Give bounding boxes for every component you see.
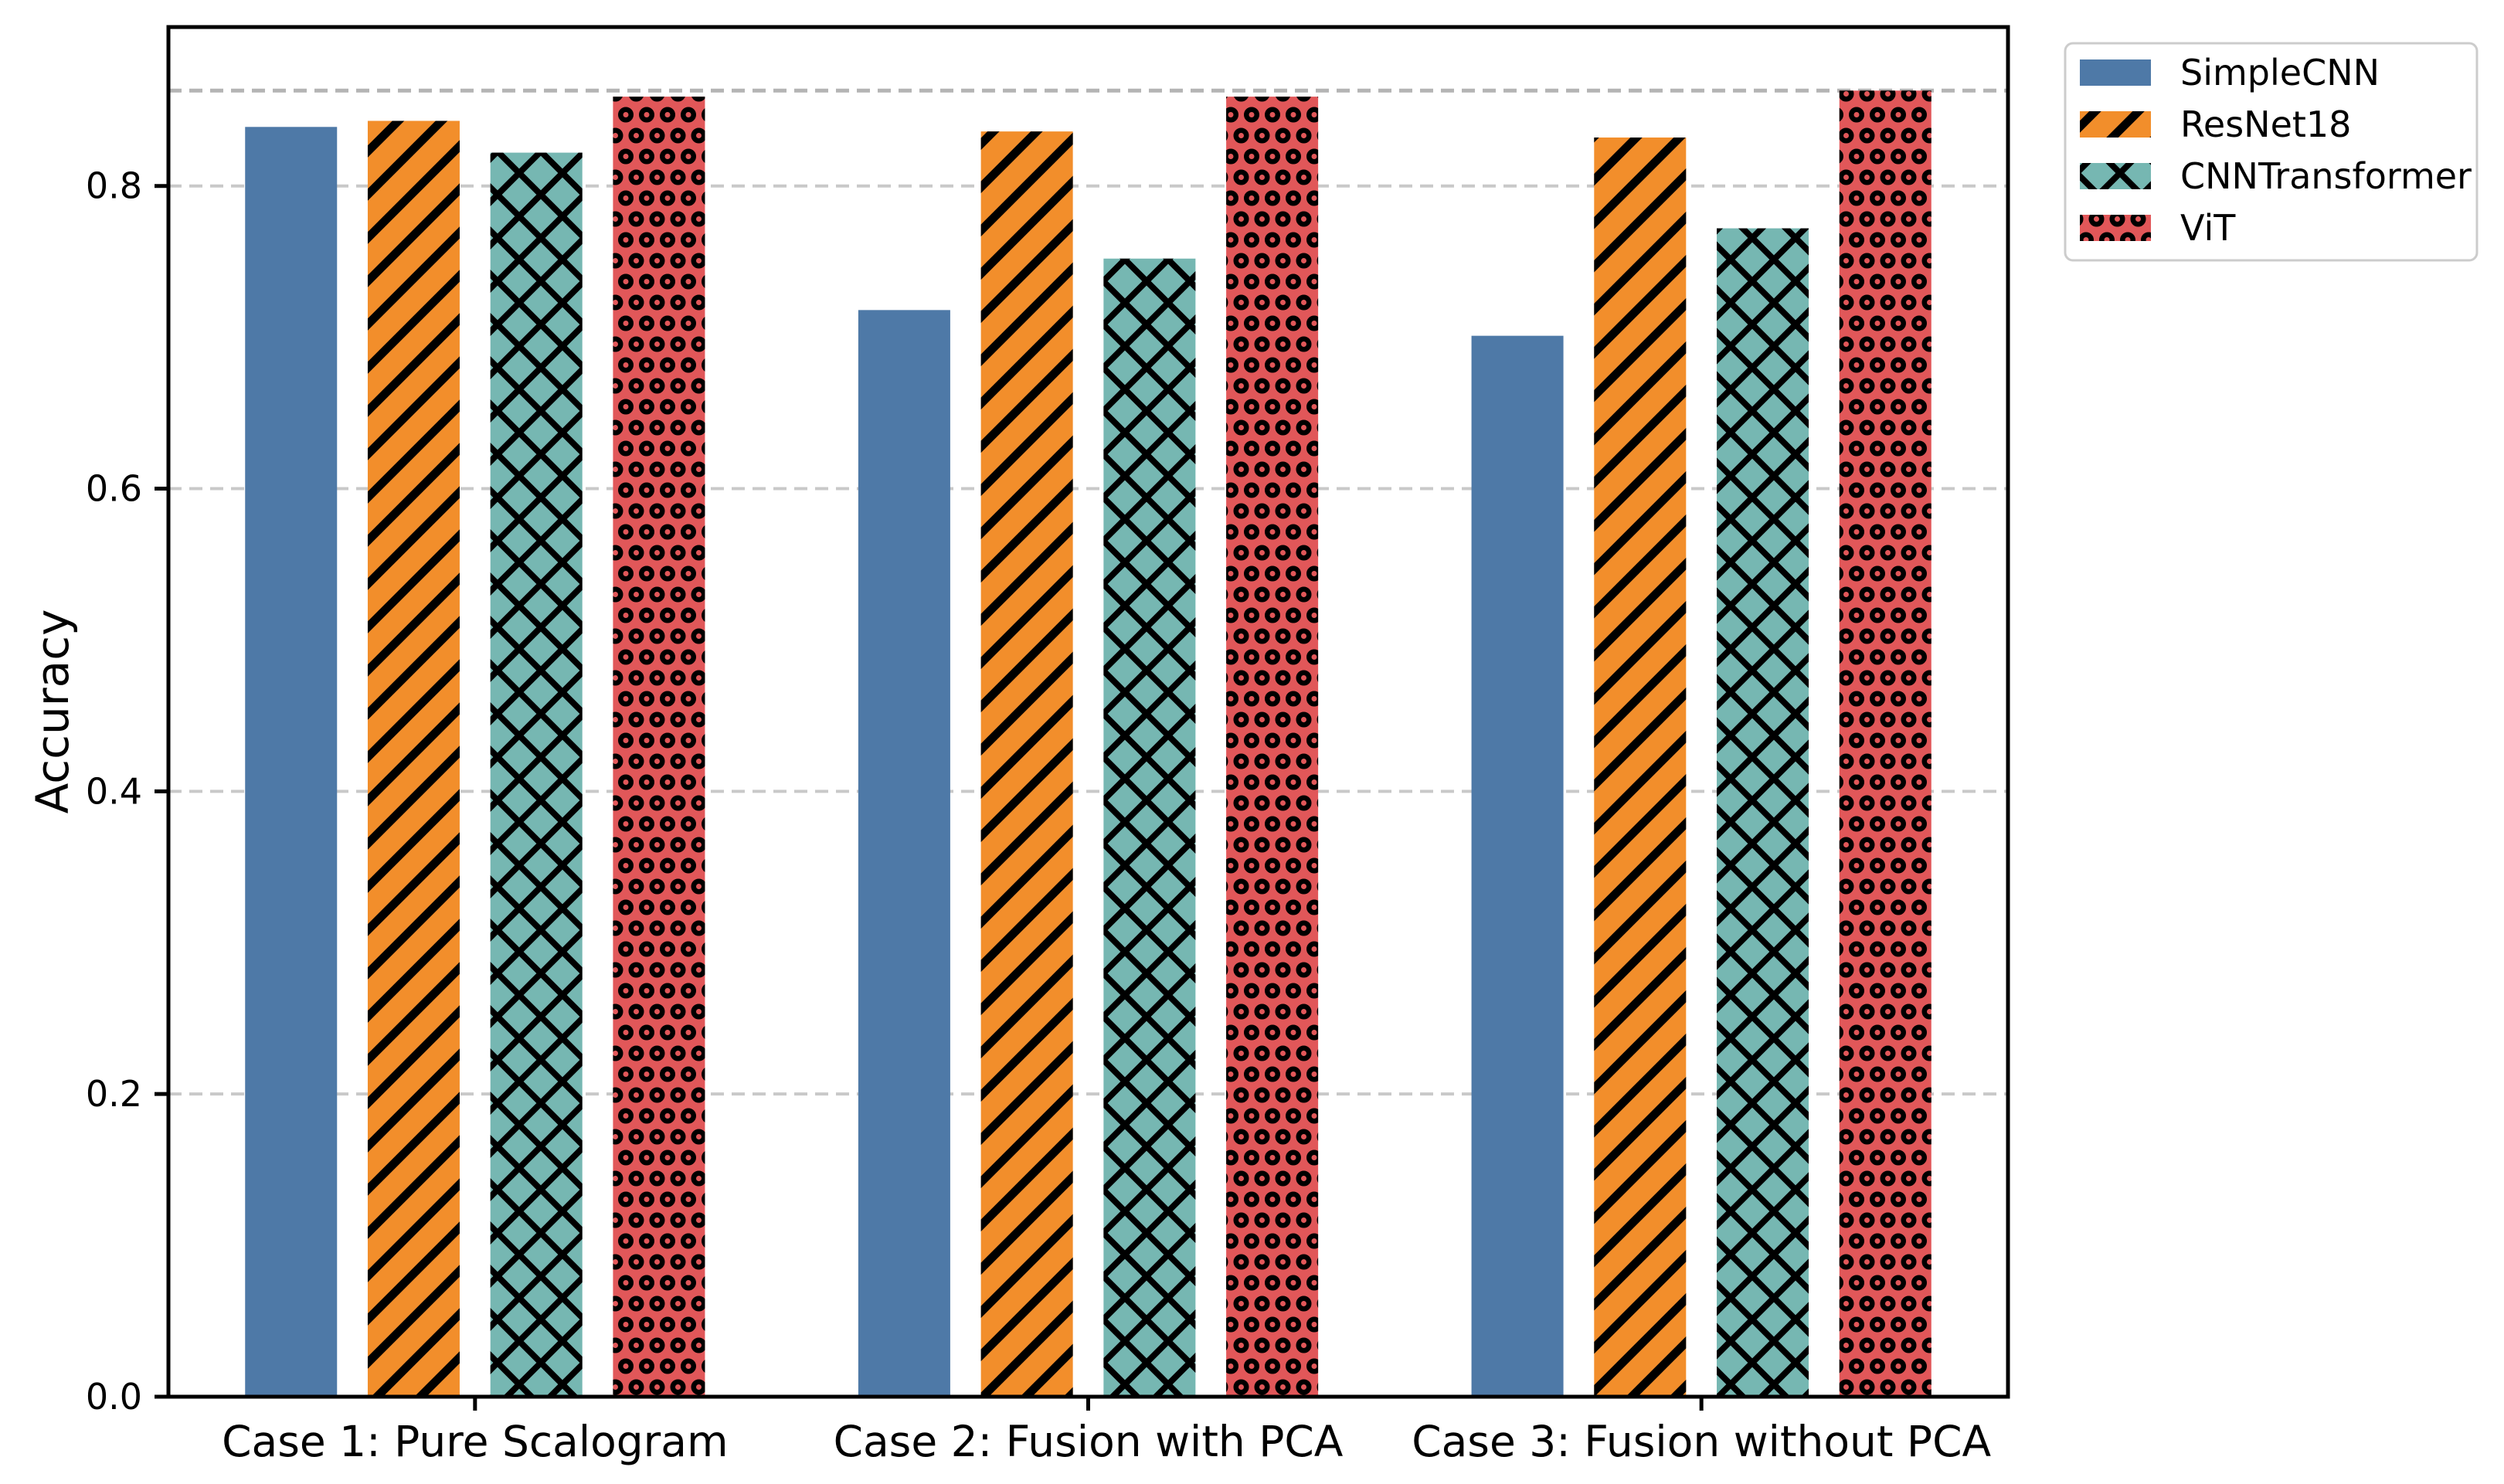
bar-hatch-slash — [980, 131, 1073, 1397]
y-axis-label: Accuracy — [26, 610, 79, 814]
bar-hatch-dots — [1839, 90, 1932, 1397]
legend-entry-resnet18[interactable]: ResNet18 — [2080, 104, 2351, 145]
bar-vit-case3[interactable] — [1839, 90, 1932, 1397]
legend-label-vit: ViT — [2180, 207, 2236, 249]
legend-swatch-hatch-slash — [2080, 111, 2151, 138]
bar-hatch-cross — [1103, 258, 1196, 1397]
legend-entry-cnntransformer[interactable]: CNNTransformer — [2080, 155, 2472, 197]
bar-simplecnn-case2[interactable] — [858, 310, 950, 1397]
bar-resnet18-case3[interactable] — [1594, 138, 1687, 1397]
y-tick-label-0.6: 0.6 — [86, 468, 142, 510]
y-tick-label-0.8: 0.8 — [86, 165, 142, 207]
x-tick-labels: Case 1: Pure Scalogram Case 2: Fusion wit… — [222, 1417, 1991, 1466]
x-tick-label-case1: Case 1: Pure Scalogram — [222, 1417, 728, 1466]
bars — [245, 90, 1932, 1397]
legend-label-resnet18: ResNet18 — [2180, 104, 2351, 145]
bar-simplecnn-case1[interactable] — [245, 127, 338, 1397]
bar-vit-case2[interactable] — [1226, 97, 1319, 1397]
bar-hatch-dots — [1226, 97, 1319, 1397]
bar-simplecnn-case3[interactable] — [1471, 335, 1564, 1397]
legend-label-cnntransformer: CNNTransformer — [2180, 155, 2472, 197]
legend: SimpleCNN ResNet18 CNNTransformer ViT — [2064, 42, 2479, 262]
legend-swatch-hatch-dots — [2080, 215, 2151, 241]
bar-cnntransformer-case2[interactable] — [1103, 258, 1196, 1397]
y-tick-labels: 0.0 0.2 0.4 0.6 0.8 — [86, 165, 142, 1418]
bar-hatch-slash — [1594, 138, 1687, 1397]
y-tick-label-0.0: 0.0 — [86, 1376, 142, 1418]
bar-hatch-cross — [490, 152, 583, 1397]
bar-resnet18-case2[interactable] — [980, 131, 1073, 1397]
gridlines — [168, 88, 2008, 1096]
legend-frame — [2064, 42, 2479, 262]
y-tick-label-0.4: 0.4 — [86, 770, 142, 812]
legend-entry-simplecnn[interactable]: SimpleCNN — [2080, 52, 2380, 93]
bar-resnet18-case1[interactable] — [367, 121, 460, 1397]
legend-entry-vit[interactable]: ViT — [2080, 207, 2236, 249]
legend-swatch-simplecnn — [2080, 59, 2151, 86]
axis-ticks — [155, 184, 1704, 1411]
x-tick-label-case2: Case 2: Fusion with PCA — [834, 1417, 1344, 1466]
bar-fill — [245, 127, 338, 1397]
bar-fill — [1471, 335, 1564, 1397]
x-tick-label-case3: Case 3: Fusion without PCA — [1412, 1417, 1991, 1466]
y-tick-label-0.2: 0.2 — [86, 1073, 142, 1115]
bar-vit-case1[interactable] — [613, 97, 705, 1397]
bar-cnntransformer-case1[interactable] — [490, 152, 583, 1397]
bar-hatch-slash — [367, 121, 460, 1397]
legend-label-simplecnn: SimpleCNN — [2180, 52, 2380, 93]
legend-swatch-hatch-cross — [2080, 163, 2151, 189]
bar-fill — [858, 310, 950, 1397]
bar-hatch-dots — [613, 97, 705, 1397]
bar-hatch-cross — [1717, 228, 1809, 1397]
bar-cnntransformer-case3[interactable] — [1717, 228, 1809, 1397]
